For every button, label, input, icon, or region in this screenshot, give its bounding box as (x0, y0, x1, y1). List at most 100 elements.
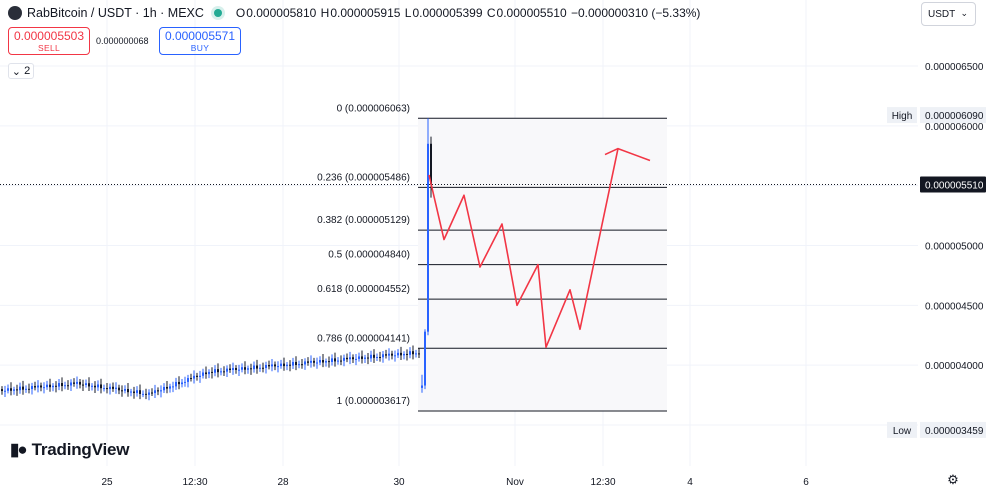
candle-body (289, 364, 291, 366)
fib-level-label: 0.618 (0.000004552) (317, 284, 410, 295)
candle-body (367, 357, 369, 359)
candle-body (112, 386, 114, 389)
candle-body (382, 354, 384, 358)
gear-icon[interactable]: ⚙ (947, 472, 959, 487)
candle-body (25, 388, 27, 390)
fib-level-label: 1 (0.000003617) (337, 396, 410, 407)
brand-name: TradingView (31, 440, 130, 459)
candle-body (37, 385, 39, 388)
candle-body (337, 360, 339, 362)
candle-body (379, 356, 381, 358)
candle-body (205, 372, 207, 375)
symbol-title[interactable]: RabBitcoin / USDT · 1h · MEXC (27, 6, 204, 20)
candle-body (22, 386, 24, 390)
indicators-toggle-button[interactable]: ⌄ 2 (8, 63, 34, 79)
sell-button[interactable]: 0.000005503 SELL (8, 27, 90, 55)
candle-body (430, 143, 432, 185)
candle-body (250, 368, 252, 370)
ohlc-close-value: 0.000005510 (496, 6, 567, 20)
candle-body (28, 388, 30, 390)
candle-body (67, 385, 69, 387)
candle-body (100, 384, 102, 389)
x-tick-label: 4 (687, 477, 693, 488)
symbol-logo-icon[interactable] (8, 6, 22, 20)
candle-body (91, 385, 93, 387)
tradingview-mark-icon: ▮● (10, 440, 28, 459)
buy-label: BUY (190, 43, 210, 53)
candle-body (340, 360, 342, 362)
candle-body (280, 363, 282, 367)
sell-label: SELL (38, 43, 60, 53)
y-tick-label: 0.000004000 (925, 361, 984, 372)
candle-body (397, 352, 399, 356)
candle-body (193, 375, 195, 379)
y-tick-label: 0.000006000 (925, 122, 984, 133)
candle-body (286, 364, 288, 367)
candle-body (358, 356, 360, 359)
ohlc-change: −0.000000310 (−5.33%) (570, 6, 701, 20)
candle-body (349, 357, 351, 360)
buy-button[interactable]: 0.000005571 BUY (159, 27, 241, 55)
candle-body (34, 386, 36, 388)
candle-body (58, 383, 60, 387)
candle-body (322, 360, 324, 363)
candle-body (415, 353, 417, 355)
candle-body (361, 356, 363, 359)
x-tick-label: 28 (277, 477, 289, 488)
candle-body (82, 384, 84, 386)
chevron-down-icon: ⌄ (960, 8, 968, 18)
candle-body (16, 389, 18, 391)
candle-body (274, 364, 276, 367)
candle-body (196, 375, 198, 377)
candle-body (127, 388, 129, 393)
candle-body (124, 388, 126, 391)
price-marker-value-box (920, 107, 986, 124)
currency-select[interactable]: USDT ⌄ (921, 2, 976, 26)
candle-body (373, 354, 375, 358)
candle-body (97, 384, 99, 388)
tradingview-logo[interactable]: ▮● TradingView (10, 440, 129, 460)
candle-body (70, 382, 72, 386)
candle-body (334, 358, 336, 362)
candle-body (43, 387, 45, 389)
price-marker-label: Low (893, 426, 912, 437)
candle-body (130, 391, 132, 393)
candle-body (88, 383, 90, 387)
candle-body (10, 388, 12, 391)
candle-body (376, 356, 378, 358)
candle-body (19, 386, 21, 391)
candle-body (412, 351, 414, 355)
candle-body (310, 360, 312, 363)
candle-body (394, 355, 396, 357)
candle-body (343, 357, 345, 361)
candle-body (403, 353, 405, 356)
currency-select-value: USDT (928, 8, 956, 20)
candle-body (208, 371, 210, 375)
candle-body (13, 389, 15, 391)
candle-body (256, 365, 258, 369)
x-tick-label: 12:30 (590, 477, 615, 488)
ohlc-low-key: L (404, 6, 412, 20)
candle-body (202, 372, 204, 376)
fib-level-label: 0.786 (0.000004141) (317, 333, 410, 344)
candle-body (118, 387, 120, 391)
y-tick-label: 0.000006500 (925, 62, 984, 73)
candle-body (73, 382, 75, 384)
candle-body (172, 386, 174, 388)
candle-body (175, 381, 177, 387)
candle-body (169, 386, 171, 389)
candle-body (151, 392, 153, 394)
candle-body (292, 361, 294, 366)
y-tick-label: 0.000004500 (925, 301, 984, 312)
candle-body (229, 368, 231, 370)
candle-body (232, 368, 234, 370)
price-marker-label-box (887, 421, 917, 438)
candle-body (400, 352, 402, 356)
candle-body (409, 351, 411, 355)
candle-body (295, 361, 297, 366)
candle-body (265, 365, 267, 369)
candle-body (109, 386, 111, 390)
candle-body (313, 360, 315, 363)
